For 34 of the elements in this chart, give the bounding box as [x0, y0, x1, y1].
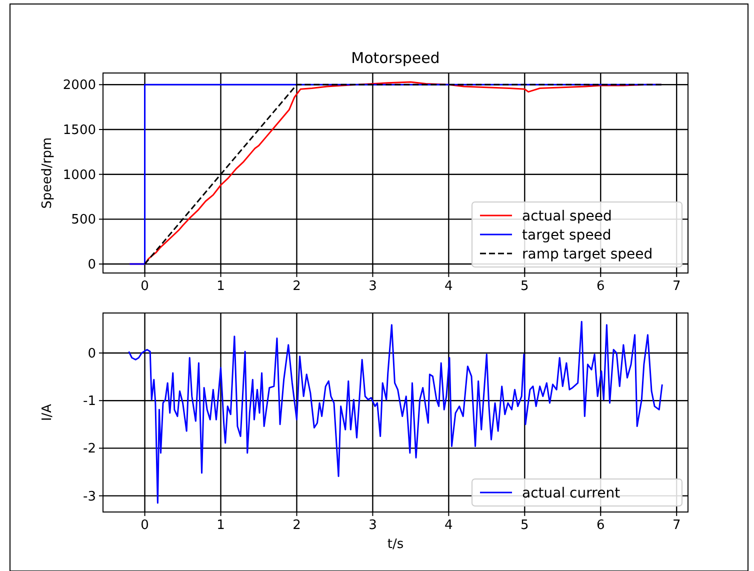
x-axis-title: t/s: [387, 537, 404, 552]
legend-label: ramp target speed: [522, 246, 653, 262]
x-tick-label: 6: [596, 518, 605, 533]
y-tick-label: 1000: [62, 168, 96, 183]
y-axis-title: Speed/rpm: [40, 137, 55, 209]
x-tick-label: 6: [596, 279, 605, 294]
x-tick-label: 4: [444, 279, 453, 294]
y-tick-label: -3: [83, 489, 96, 504]
x-tick-label: 0: [140, 279, 149, 294]
x-tick-label: 4: [444, 518, 453, 533]
x-tick-label: 3: [368, 279, 377, 294]
y-tick-label: 500: [71, 212, 96, 228]
legend-label: actual speed: [522, 208, 612, 224]
line-series: [128, 320, 663, 504]
x-tick-label: 2: [292, 518, 301, 533]
y-tick-label: 0: [88, 258, 96, 273]
x-tick-label: 3: [368, 518, 377, 533]
x-tick-label: 1: [216, 518, 225, 533]
y-tick-label: -1: [83, 394, 96, 410]
x-tick-label: 2: [292, 279, 301, 294]
y-tick-label: 0: [88, 346, 96, 362]
legend-label: target speed: [522, 228, 612, 244]
x-tick-label: 0: [140, 518, 149, 533]
x-tick-label: 7: [672, 279, 681, 294]
x-tick-label: 1: [216, 279, 225, 294]
y-axis-title: I/A: [40, 404, 55, 422]
y-tick-label: 1500: [62, 123, 96, 138]
chart-title: Motorspeed: [351, 49, 440, 67]
y-tick-label: 2000: [62, 78, 96, 94]
x-tick-label: 5: [520, 279, 529, 294]
legend-label: actual current: [522, 486, 621, 502]
x-tick-label: 7: [672, 518, 681, 533]
x-tick-label: 5: [520, 518, 529, 533]
y-tick-label: -2: [83, 442, 96, 457]
